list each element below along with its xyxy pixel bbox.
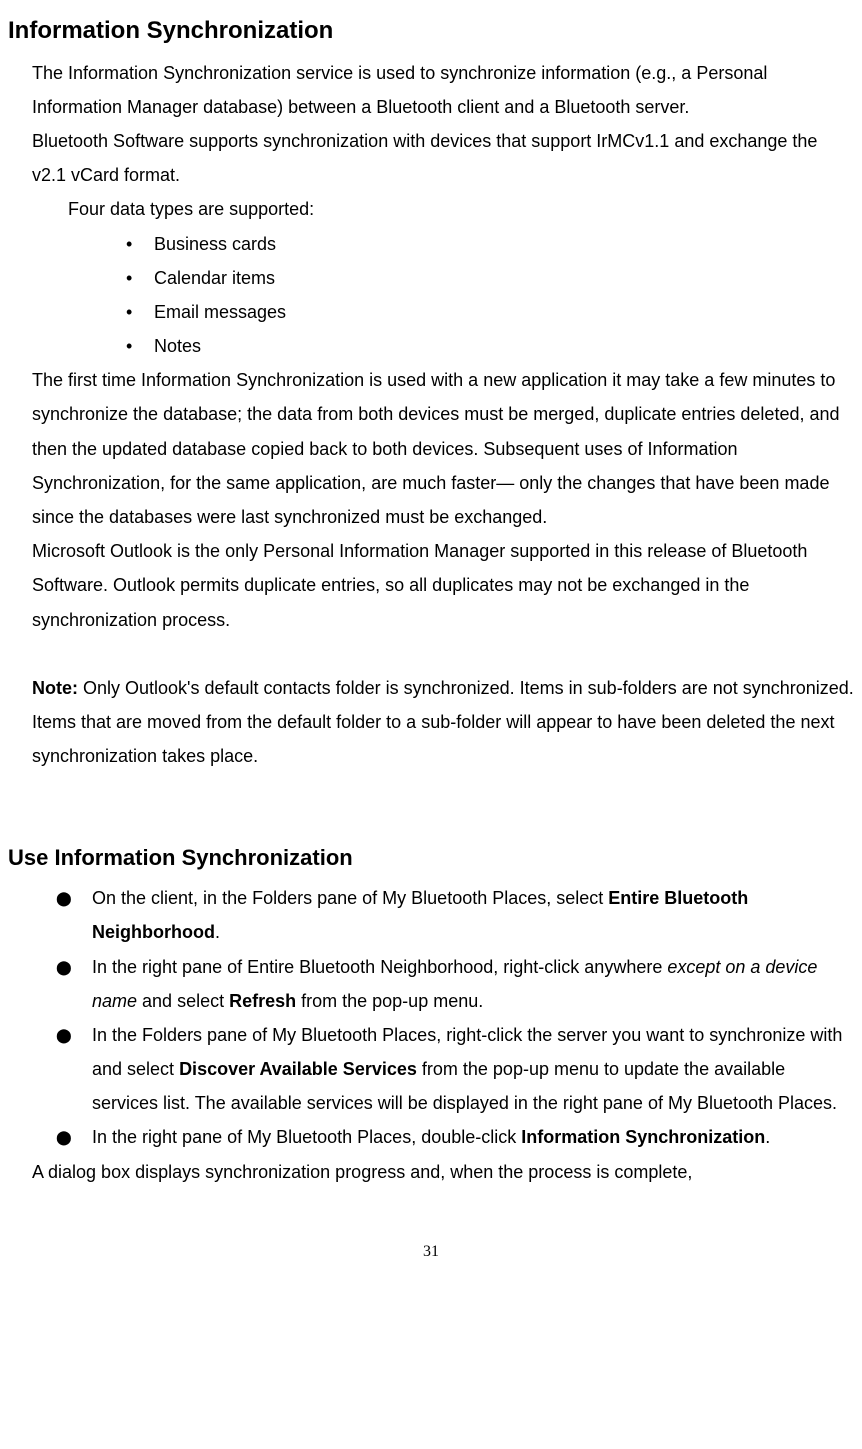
step-bold: Discover Available Services <box>179 1059 417 1079</box>
bullet-icon: • <box>126 261 154 295</box>
step-text: . <box>765 1127 770 1147</box>
list-item: ⬤ On the client, in the Folders pane of … <box>56 881 854 949</box>
list-item-label: Business cards <box>154 227 276 261</box>
list-item: • Email messages <box>126 295 854 329</box>
note-label: Note: <box>32 678 78 698</box>
list-item: • Notes <box>126 329 854 363</box>
step-text: from the pop-up menu. <box>296 991 483 1011</box>
data-types-list: • Business cards • Calendar items • Emai… <box>8 227 854 364</box>
list-item-label: Email messages <box>154 295 286 329</box>
list-item: ⬤ In the right pane of Entire Bluetooth … <box>56 950 854 1018</box>
list-item-label: Calendar items <box>154 261 275 295</box>
note-body: Only Outlook's default contacts folder i… <box>32 678 854 766</box>
bullet-icon: • <box>126 329 154 363</box>
list-item: • Business cards <box>126 227 854 261</box>
paragraph: A dialog box displays synchronization pr… <box>8 1155 854 1189</box>
step-text: In the right pane of Entire Bluetooth Ne… <box>92 957 667 977</box>
section-heading: Information Synchronization <box>8 8 854 54</box>
paragraph: Four data types are supported: <box>8 192 854 226</box>
bullet-icon: ⬤ <box>56 1018 92 1121</box>
paragraph: The Information Synchronization service … <box>8 56 854 124</box>
paragraph: Microsoft Outlook is the only Personal I… <box>8 534 854 637</box>
step-text: In the right pane of My Bluetooth Places… <box>92 1127 521 1147</box>
bullet-icon: ⬤ <box>56 881 92 949</box>
step-bold: Refresh <box>229 991 296 1011</box>
bullet-icon: • <box>126 295 154 329</box>
bullet-icon: ⬤ <box>56 1120 92 1154</box>
note-paragraph: Note: Only Outlook's default contacts fo… <box>8 671 854 774</box>
step-text: . <box>215 922 220 942</box>
step-text: and select <box>137 991 229 1011</box>
steps-list: ⬤ On the client, in the Folders pane of … <box>8 881 854 1155</box>
paragraph: The first time Information Synchronizati… <box>8 363 854 534</box>
list-item-label: Notes <box>154 329 201 363</box>
bullet-icon: ⬤ <box>56 950 92 1018</box>
step-text: On the client, in the Folders pane of My… <box>92 888 608 908</box>
list-item: ⬤ In the right pane of My Bluetooth Plac… <box>56 1120 854 1154</box>
section-heading: Use Information Synchronization <box>8 837 854 879</box>
paragraph: Bluetooth Software supports synchronizat… <box>8 124 854 192</box>
page-number: 31 <box>8 1237 854 1267</box>
bullet-icon: • <box>126 227 154 261</box>
list-item: ⬤ In the Folders pane of My Bluetooth Pl… <box>56 1018 854 1121</box>
step-bold: Information Synchronization <box>521 1127 765 1147</box>
list-item: • Calendar items <box>126 261 854 295</box>
